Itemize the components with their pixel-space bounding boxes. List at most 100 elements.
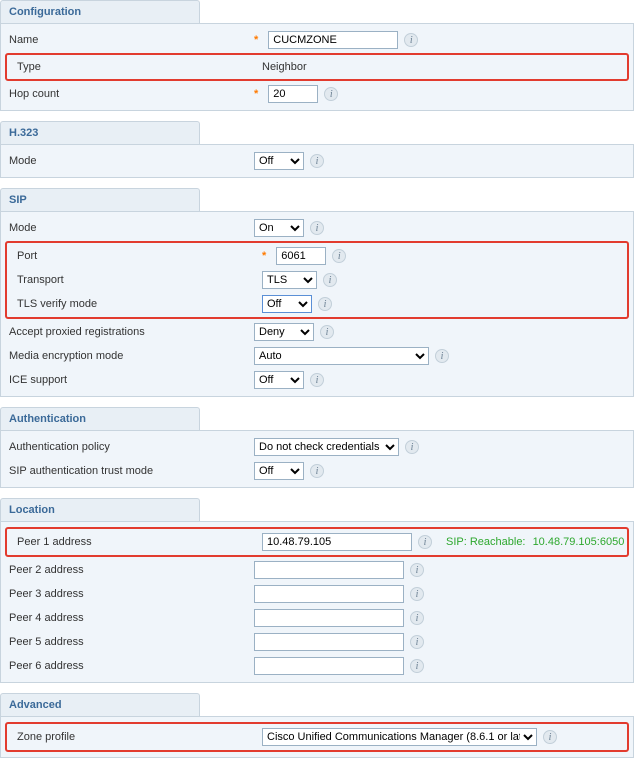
label-peer5: Peer 5 address xyxy=(9,636,254,648)
field-sip-media: Auto i xyxy=(254,347,625,365)
section-body-location: Peer 1 address i SIP: Reachable: 10.48.7… xyxy=(0,521,634,683)
section-h323: H.323 Mode Off i xyxy=(0,121,634,178)
status-addr: 10.48.79.105:6050 xyxy=(533,536,625,548)
select-sip-tlsverify[interactable]: Off xyxy=(262,295,312,313)
info-icon[interactable]: i xyxy=(310,221,324,235)
label-sip-tlsverify: TLS verify mode xyxy=(17,298,262,310)
row-sip-tlsverify: TLS verify mode Off i xyxy=(9,292,625,316)
section-header-auth: Authentication xyxy=(0,407,200,430)
highlight-peer1: Peer 1 address i SIP: Reachable: 10.48.7… xyxy=(5,527,629,557)
row-profile: Zone profile Cisco Unified Communication… xyxy=(9,725,625,749)
section-sip: SIP Mode On i Port * i Transport xyxy=(0,188,634,397)
select-zone-profile[interactable]: Cisco Unified Communications Manager (8.… xyxy=(262,728,537,746)
field-peer2: i xyxy=(254,561,625,579)
status-text: SIP: Reachable: xyxy=(446,536,526,548)
row-peer5: Peer 5 address i xyxy=(1,630,633,654)
label-name: Name xyxy=(9,34,254,46)
input-hop[interactable] xyxy=(268,85,318,103)
select-sip-ice[interactable]: Off xyxy=(254,371,304,389)
input-peer5[interactable] xyxy=(254,633,404,651)
row-sip-mode: Mode On i xyxy=(1,216,633,240)
highlight-sip: Port * i Transport TLS i TLS verify mode xyxy=(5,241,629,319)
row-peer4: Peer 4 address i xyxy=(1,606,633,630)
label-type: Type xyxy=(17,61,262,73)
input-peer2[interactable] xyxy=(254,561,404,579)
info-icon[interactable]: i xyxy=(404,33,418,47)
info-icon[interactable]: i xyxy=(310,464,324,478)
label-sip-ice: ICE support xyxy=(9,374,254,386)
info-icon[interactable]: i xyxy=(323,273,337,287)
select-sip-media[interactable]: Auto xyxy=(254,347,429,365)
required-marker: * xyxy=(254,88,258,100)
row-sip-ice: ICE support Off i xyxy=(1,368,633,392)
field-sip-proxied: Deny i xyxy=(254,323,625,341)
field-hop: * i xyxy=(254,85,625,103)
label-sip-media: Media encryption mode xyxy=(9,350,254,362)
info-icon[interactable]: i xyxy=(310,373,324,387)
info-icon[interactable]: i xyxy=(405,440,419,454)
info-icon[interactable]: i xyxy=(318,297,332,311)
required-marker: * xyxy=(262,250,266,262)
field-sip-mode: On i xyxy=(254,219,625,237)
label-auth-policy: Authentication policy xyxy=(9,441,254,453)
field-name: * i xyxy=(254,31,625,49)
info-icon[interactable]: i xyxy=(410,563,424,577)
info-icon[interactable]: i xyxy=(324,87,338,101)
select-auth-trust[interactable]: Off xyxy=(254,462,304,480)
label-profile: Zone profile xyxy=(17,731,262,743)
section-body-configuration: Name * i Type Neighbor Hop count * i xyxy=(0,23,634,111)
info-icon[interactable]: i xyxy=(410,587,424,601)
field-peer4: i xyxy=(254,609,625,627)
info-icon[interactable]: i xyxy=(410,635,424,649)
row-type: Type Neighbor xyxy=(9,56,625,78)
info-icon[interactable]: i xyxy=(410,611,424,625)
input-sip-port[interactable] xyxy=(276,247,326,265)
input-name[interactable] xyxy=(268,31,398,49)
highlight-type: Type Neighbor xyxy=(5,53,629,81)
row-h323-mode: Mode Off i xyxy=(1,149,633,173)
input-peer1[interactable] xyxy=(262,533,412,551)
label-h323-mode: Mode xyxy=(9,155,254,167)
row-sip-port: Port * i xyxy=(9,244,625,268)
row-peer1: Peer 1 address i SIP: Reachable: 10.48.7… xyxy=(9,530,625,554)
input-peer3[interactable] xyxy=(254,585,404,603)
section-header-h323: H.323 xyxy=(0,121,200,144)
select-h323-mode[interactable]: Off xyxy=(254,152,304,170)
field-peer5: i xyxy=(254,633,625,651)
label-sip-port: Port xyxy=(17,250,262,262)
select-auth-policy[interactable]: Do not check credentials xyxy=(254,438,399,456)
info-icon[interactable]: i xyxy=(418,535,432,549)
info-icon[interactable]: i xyxy=(543,730,557,744)
field-type: Neighbor xyxy=(262,61,617,73)
label-sip-transport: Transport xyxy=(17,274,262,286)
input-peer6[interactable] xyxy=(254,657,404,675)
highlight-profile: Zone profile Cisco Unified Communication… xyxy=(5,722,629,752)
section-header-advanced: Advanced xyxy=(0,693,200,716)
info-icon[interactable]: i xyxy=(332,249,346,263)
label-auth-trust: SIP authentication trust mode xyxy=(9,465,254,477)
row-hop: Hop count * i xyxy=(1,82,633,106)
field-peer1: i SIP: Reachable: 10.48.79.105:6050 xyxy=(262,533,624,551)
info-icon[interactable]: i xyxy=(310,154,324,168)
select-sip-transport[interactable]: TLS xyxy=(262,271,317,289)
label-sip-mode: Mode xyxy=(9,222,254,234)
label-peer3: Peer 3 address xyxy=(9,588,254,600)
select-sip-proxied[interactable]: Deny xyxy=(254,323,314,341)
info-icon[interactable]: i xyxy=(435,349,449,363)
section-body-h323: Mode Off i xyxy=(0,144,634,178)
info-icon[interactable]: i xyxy=(410,659,424,673)
field-sip-transport: TLS i xyxy=(262,271,617,289)
row-sip-transport: Transport TLS i xyxy=(9,268,625,292)
select-sip-mode[interactable]: On xyxy=(254,219,304,237)
section-body-advanced: Zone profile Cisco Unified Communication… xyxy=(0,716,634,758)
label-hop: Hop count xyxy=(9,88,254,100)
input-peer4[interactable] xyxy=(254,609,404,627)
row-auth-trust: SIP authentication trust mode Off i xyxy=(1,459,633,483)
field-auth-policy: Do not check credentials i xyxy=(254,438,625,456)
field-peer3: i xyxy=(254,585,625,603)
info-icon[interactable]: i xyxy=(320,325,334,339)
status-peer1: SIP: Reachable: 10.48.79.105:6050 xyxy=(446,536,624,548)
section-body-auth: Authentication policy Do not check crede… xyxy=(0,430,634,488)
field-h323-mode: Off i xyxy=(254,152,625,170)
section-advanced: Advanced Zone profile Cisco Unified Comm… xyxy=(0,693,634,758)
